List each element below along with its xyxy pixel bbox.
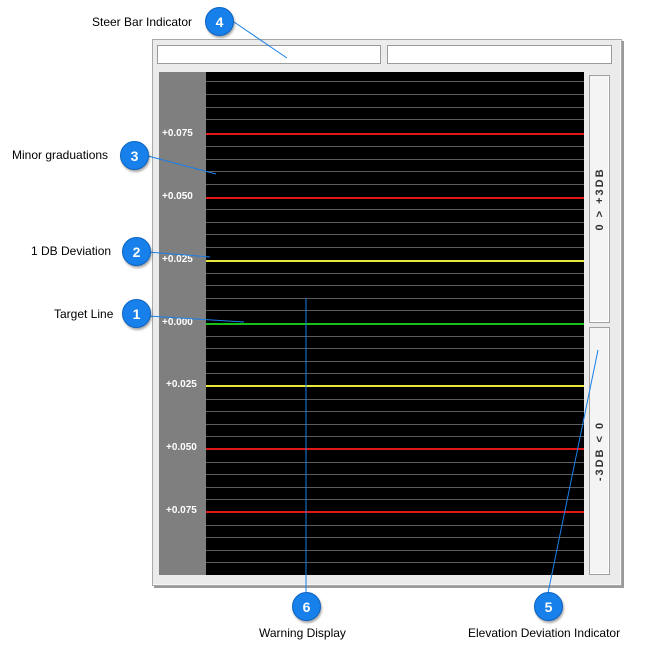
- callout-label-minor-graduations: Minor graduations: [12, 148, 109, 162]
- minor-graduation: [206, 159, 584, 160]
- warning-display: [206, 72, 584, 575]
- scale-label-lower-025: +0.025: [166, 379, 197, 390]
- minor-graduation: [206, 487, 584, 488]
- scale-label-lower-075: +0.075: [166, 505, 197, 516]
- minor-graduation: [206, 209, 584, 210]
- minor-graduation: [206, 273, 584, 274]
- minor-graduation: [206, 119, 584, 120]
- minor-graduation: [206, 399, 584, 400]
- minor-graduation: [206, 436, 584, 437]
- minor-graduation: [206, 373, 584, 374]
- callout-badge-2: 2: [122, 237, 151, 266]
- scale-label-upper-025: +0.025: [162, 254, 193, 265]
- one-db-line-upper: [206, 260, 584, 262]
- steer-bar-left-field: [157, 45, 381, 64]
- limit-line-lower-075: [206, 511, 584, 513]
- elevation-deviation-upper: 0 > +3DB: [589, 75, 610, 323]
- elevation-deviation-lower-label: -3DB < 0: [593, 420, 606, 482]
- minor-graduation: [206, 222, 584, 223]
- minor-graduation: [206, 411, 584, 412]
- one-db-line-lower: [206, 385, 584, 387]
- callout-badge-1: 1: [122, 299, 151, 328]
- minor-graduation: [206, 310, 584, 311]
- minor-graduation: [206, 525, 584, 526]
- minor-graduation: [206, 424, 584, 425]
- callout-badge-3: 3: [120, 141, 149, 170]
- callout-label-target-line: Target Line: [54, 307, 114, 321]
- limit-line-lower-050: [206, 448, 584, 450]
- steer-bar-right-field: [387, 45, 612, 64]
- limit-line-upper-075: [206, 133, 584, 135]
- minor-graduation: [206, 234, 584, 235]
- minor-graduation: [206, 171, 584, 172]
- minor-graduation: [206, 94, 584, 95]
- limit-line-upper-050: [206, 197, 584, 199]
- minor-graduation: [206, 184, 584, 185]
- minor-graduation: [206, 537, 584, 538]
- elevation-deviation-lower: -3DB < 0: [589, 327, 610, 575]
- callout-badge-6: 6: [292, 592, 321, 621]
- minor-graduation: [206, 348, 584, 349]
- minor-graduation: [206, 298, 584, 299]
- minor-graduation: [206, 550, 584, 551]
- callout-label-warning-display: Warning Display: [259, 626, 346, 640]
- elevation-deviation-upper-label: 0 > +3DB: [593, 167, 606, 231]
- minor-graduation: [206, 285, 584, 286]
- minor-graduation: [206, 474, 584, 475]
- minor-graduation: [206, 247, 584, 248]
- callout-badge-5: 5: [534, 592, 563, 621]
- callout-badge-4: 4: [205, 7, 234, 36]
- minor-graduation: [206, 146, 584, 147]
- scale-label-upper-050: +0.050: [162, 191, 193, 202]
- minor-graduation: [206, 336, 584, 337]
- callout-label-steer-bar: Steer Bar Indicator: [92, 15, 193, 29]
- scale-label-upper-075: +0.075: [162, 128, 193, 139]
- minor-graduation: [206, 562, 584, 563]
- scale-label-zero: +0.000: [162, 317, 193, 328]
- minor-graduation: [206, 81, 584, 82]
- callout-label-one-db: 1 DB Deviation: [31, 244, 112, 258]
- minor-graduation: [206, 462, 584, 463]
- minor-graduation: [206, 499, 584, 500]
- scale-label-lower-050: +0.050: [166, 442, 197, 453]
- minor-graduation: [206, 361, 584, 362]
- callout-label-elevation-deviation: Elevation Deviation Indicator: [468, 626, 621, 640]
- minor-graduation: [206, 107, 584, 108]
- target-line: [206, 323, 584, 325]
